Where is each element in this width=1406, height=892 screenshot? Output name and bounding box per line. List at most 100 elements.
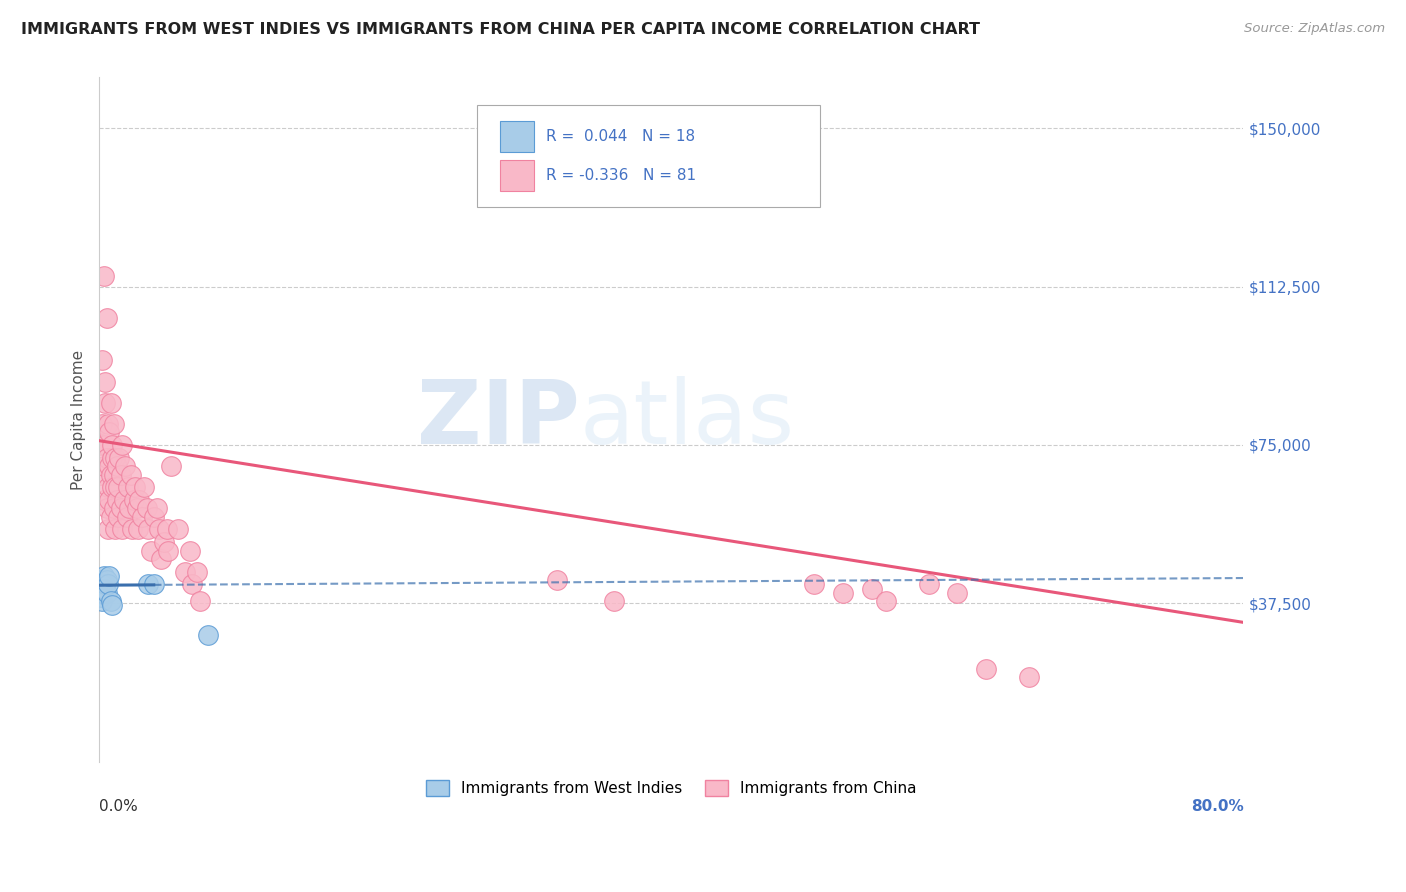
Point <box>603 594 626 608</box>
Point <box>103 501 125 516</box>
Point <box>97 577 120 591</box>
Point <box>136 577 159 591</box>
Point <box>186 565 208 579</box>
Point <box>124 480 146 494</box>
Point <box>181 577 204 591</box>
Point <box>546 573 568 587</box>
Point <box>90 590 112 604</box>
Point <box>128 492 150 507</box>
Point <box>90 467 112 482</box>
Point <box>97 523 120 537</box>
Point <box>160 459 183 474</box>
FancyBboxPatch shape <box>477 105 820 208</box>
Text: Source: ZipAtlas.com: Source: ZipAtlas.com <box>1244 22 1385 36</box>
Point <box>111 438 134 452</box>
Point <box>93 582 115 596</box>
Point <box>117 480 139 494</box>
Point <box>145 501 167 516</box>
Point <box>105 459 128 474</box>
Point <box>179 543 201 558</box>
Point <box>111 523 134 537</box>
Point <box>91 577 114 591</box>
Point <box>90 573 112 587</box>
Point <box>197 628 219 642</box>
Point <box>860 582 883 596</box>
Point <box>91 594 114 608</box>
Point <box>104 523 127 537</box>
Point <box>98 492 121 507</box>
Point <box>94 577 117 591</box>
Point <box>188 594 211 608</box>
Point <box>101 450 124 465</box>
Point <box>93 459 115 474</box>
Point <box>91 417 114 431</box>
Text: ZIP: ZIP <box>418 376 579 463</box>
Point <box>103 467 125 482</box>
Point <box>96 501 118 516</box>
Bar <box>501 121 534 153</box>
Point <box>142 577 165 591</box>
Text: R =  0.044   N = 18: R = 0.044 N = 18 <box>546 129 695 145</box>
Point <box>131 509 153 524</box>
Point <box>142 509 165 524</box>
Point <box>136 523 159 537</box>
Point <box>110 467 132 482</box>
Point <box>167 523 190 537</box>
Point <box>156 523 179 537</box>
Point <box>125 501 148 516</box>
Point <box>974 662 997 676</box>
Point <box>100 395 122 409</box>
Point <box>122 492 145 507</box>
Point <box>100 467 122 482</box>
Point <box>132 480 155 494</box>
Point <box>118 501 141 516</box>
Point <box>100 509 122 524</box>
Point <box>148 523 170 537</box>
Point <box>94 395 117 409</box>
Point <box>107 509 129 524</box>
Point <box>1018 670 1040 684</box>
Point <box>121 523 143 537</box>
Legend: Immigrants from West Indies, Immigrants from China: Immigrants from West Indies, Immigrants … <box>420 774 922 802</box>
Point <box>93 492 115 507</box>
Point <box>875 594 897 608</box>
Point <box>135 501 157 516</box>
Text: 0.0%: 0.0% <box>100 799 138 814</box>
Point <box>96 311 118 326</box>
Point <box>152 535 174 549</box>
Point <box>115 509 138 524</box>
Point <box>91 586 114 600</box>
Point <box>114 459 136 474</box>
Point <box>93 268 115 283</box>
Point <box>918 577 941 591</box>
Text: atlas: atlas <box>579 376 794 463</box>
Point <box>101 599 124 613</box>
Point <box>98 569 121 583</box>
Point <box>120 467 142 482</box>
Point <box>103 417 125 431</box>
Text: R = -0.336   N = 81: R = -0.336 N = 81 <box>546 169 696 183</box>
Point <box>96 450 118 465</box>
Point <box>101 480 124 494</box>
Point <box>105 492 128 507</box>
Point <box>127 523 149 537</box>
Point <box>112 492 135 507</box>
Point <box>91 353 114 368</box>
Point <box>174 565 197 579</box>
Point <box>98 425 121 440</box>
Point <box>104 480 127 494</box>
Bar <box>501 161 534 191</box>
Point <box>98 459 121 474</box>
Point <box>108 450 131 465</box>
Point <box>90 438 112 452</box>
Point <box>832 586 855 600</box>
Point <box>94 438 117 452</box>
Point <box>94 375 117 389</box>
Point <box>946 586 969 600</box>
Point <box>97 480 120 494</box>
Y-axis label: Per Capita Income: Per Capita Income <box>72 350 86 490</box>
Text: IMMIGRANTS FROM WEST INDIES VS IMMIGRANTS FROM CHINA PER CAPITA INCOME CORRELATI: IMMIGRANTS FROM WEST INDIES VS IMMIGRANT… <box>21 22 980 37</box>
Point <box>97 417 120 431</box>
Point <box>93 569 115 583</box>
Point <box>100 594 122 608</box>
